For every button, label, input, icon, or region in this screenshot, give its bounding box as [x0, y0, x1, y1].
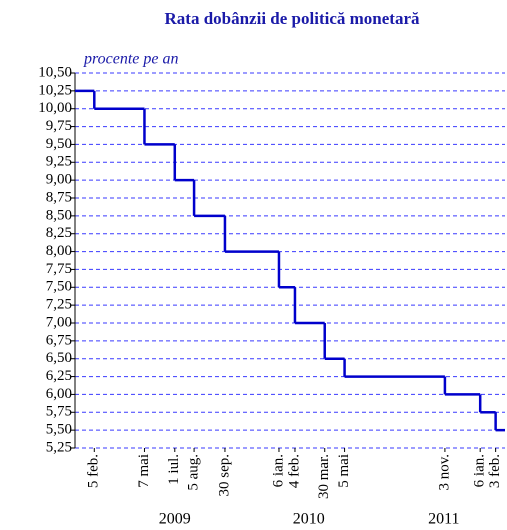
y-tick-label: 10,50: [38, 64, 72, 80]
y-tick-label: 7,75: [46, 261, 72, 277]
y-tick-label: 10,00: [38, 100, 72, 116]
x-tick-label: 3 nov.: [436, 454, 452, 491]
y-tick-label: 8,75: [46, 189, 72, 205]
x-tick-label: 4 feb.: [286, 454, 302, 488]
chart-title: Rata dobânzii de politică monetară: [165, 9, 420, 28]
y-tick-label: 8,50: [46, 207, 72, 223]
x-tick-label: 5 feb.: [86, 454, 102, 488]
y-tick-label: 6,50: [46, 350, 72, 366]
subtitle: procente pe an: [83, 51, 178, 68]
y-tick-label: 9,00: [46, 172, 72, 188]
y-tick-label: 6,25: [46, 368, 72, 384]
y-tick-label: 9,50: [46, 136, 72, 152]
y-tick-label: 9,75: [46, 118, 72, 134]
x-tick-label: 6 ian.: [472, 454, 488, 487]
y-tick-label: 5,25: [46, 439, 72, 455]
year-label: 2011: [428, 511, 459, 528]
x-tick-label: 1 iul.: [166, 454, 182, 485]
y-tick-label: 7,50: [46, 279, 72, 295]
y-tick-label: 8,25: [46, 225, 72, 241]
x-tick-label: 30 sep.: [216, 454, 232, 497]
x-tick-label: 5 mai: [336, 454, 352, 488]
y-tick-label: 5,75: [46, 404, 72, 420]
year-label: 2010: [293, 511, 325, 528]
y-tick-label: 7,25: [46, 297, 72, 313]
y-tick-label: 6,00: [46, 386, 72, 402]
y-tick-label: 7,00: [46, 314, 72, 330]
x-tick-label: 3 feb.: [487, 454, 503, 488]
x-tick-label: 5 aug.: [186, 454, 202, 491]
x-tick-label: 6 ian.: [270, 454, 286, 487]
year-label: 2009: [159, 511, 191, 528]
y-tick-label: 8,00: [46, 243, 72, 259]
y-tick-label: 6,75: [46, 332, 72, 348]
x-tick-label: 7 mai: [136, 454, 152, 488]
y-tick-label: 10,25: [38, 82, 72, 98]
y-tick-label: 9,25: [46, 154, 72, 170]
x-tick-label: 30 mar.: [316, 454, 332, 499]
y-tick-label: 5,50: [46, 422, 72, 438]
